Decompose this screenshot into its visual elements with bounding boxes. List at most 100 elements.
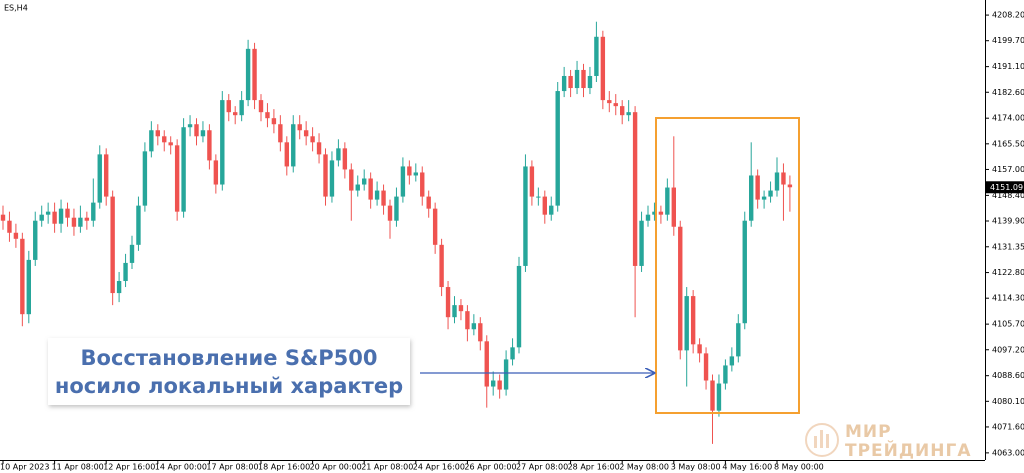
x-tick-label: 12 Apr 16:00 (103, 463, 155, 472)
y-tick-label: 4080.10 (992, 397, 1024, 406)
candle-body (742, 220, 747, 324)
candle-body (7, 220, 12, 233)
candle-body (20, 238, 25, 315)
candle-body (155, 130, 160, 137)
candle-body (452, 305, 457, 318)
candle-body (626, 112, 631, 116)
candle-body (368, 178, 373, 200)
candle-body (97, 154, 102, 203)
annotation-box (48, 338, 410, 405)
y-tick-label: 4097.20 (992, 345, 1024, 354)
candle-body (703, 353, 709, 381)
candle-body (574, 69, 580, 89)
candle-body (291, 124, 296, 167)
candle-body (400, 166, 406, 197)
candle-body (432, 208, 438, 245)
candle-body (226, 100, 231, 113)
x-tick-label: 24 Apr 16:00 (413, 463, 465, 472)
candle-body (181, 127, 186, 212)
candle-body (503, 359, 509, 390)
candle-body (329, 160, 335, 197)
candle-body (271, 118, 277, 125)
y-tick-label: 4063.00 (992, 448, 1024, 457)
candle-body (136, 205, 141, 245)
candle-body (207, 130, 212, 161)
candle-body (168, 142, 173, 146)
candle-body (355, 184, 360, 191)
price-tag (986, 181, 1024, 194)
candle-body (523, 166, 528, 266)
candle-body (420, 172, 425, 197)
candle-body (149, 130, 154, 152)
candle-body (555, 91, 560, 206)
candle-body (478, 323, 483, 342)
candle-body (142, 151, 148, 206)
y-tick-label: 4122.80 (992, 268, 1024, 277)
candle-body (632, 112, 638, 266)
symbol-label: ES,H4 (4, 4, 28, 13)
x-tick-label: 26 Apr 00:00 (464, 463, 516, 472)
candle-body (749, 175, 754, 221)
x-tick-label: 10 Apr 2023 (0, 463, 49, 472)
candle-body (84, 217, 90, 221)
y-tick-label: 4071.60 (992, 422, 1024, 431)
candle-body (316, 142, 322, 155)
candle-body (58, 208, 64, 224)
candle-body (497, 380, 502, 390)
candle-body (394, 196, 399, 221)
candle-body (607, 100, 612, 104)
candle-body (458, 305, 464, 312)
candle-body (213, 160, 219, 185)
candle-body (381, 190, 386, 206)
y-tick-label: 4165.50 (992, 139, 1024, 148)
candle-body (465, 311, 470, 330)
candle-body (639, 220, 644, 266)
candle-body (645, 214, 651, 221)
candle-body (323, 154, 328, 197)
x-tick-label: 14 Apr 00:00 (155, 463, 207, 472)
candle-body (690, 296, 696, 345)
candle-body (45, 211, 51, 215)
candle-body (658, 211, 664, 215)
candle-body (26, 259, 31, 315)
y-tick-label: 4088.60 (992, 371, 1024, 380)
y-tick-label: 4199.70 (992, 36, 1024, 45)
y-tick-label: 4191.10 (992, 62, 1024, 71)
candle-body (710, 380, 715, 411)
candle-body (104, 154, 109, 197)
annotation-line: носило локальный характер (55, 374, 403, 398)
candle-body (174, 145, 180, 212)
candle-body (91, 202, 96, 221)
candle-body (220, 100, 225, 185)
watermark-logo (805, 423, 839, 457)
candle-body (768, 190, 773, 197)
y-tick-label: 4157.00 (992, 165, 1024, 174)
candle-body (594, 36, 599, 76)
candle-body (697, 344, 702, 354)
x-tick-label: 4 May 16:00 (722, 463, 772, 472)
candle-body (194, 124, 199, 137)
candle-body (613, 103, 618, 107)
watermark-text: МИР (845, 422, 892, 442)
y-tick-label: 4131.35 (992, 242, 1024, 251)
candle-body (761, 196, 767, 200)
y-tick-label: 4182.60 (992, 88, 1024, 97)
candle-body (342, 148, 348, 170)
candle-body (245, 48, 251, 101)
annotation-line: Восстановление S&P500 (81, 346, 378, 370)
candle-body (252, 48, 257, 101)
candle-body (200, 130, 206, 137)
candle-body (116, 281, 122, 294)
candle-body (561, 75, 567, 92)
candle-body (407, 166, 412, 176)
candle-body (491, 380, 496, 387)
candle-body (510, 347, 515, 360)
candle-body (278, 124, 283, 143)
candle-body (110, 196, 115, 294)
price-tag-label: 4151.09 (990, 183, 1023, 192)
candle-body (620, 106, 625, 116)
candle-body (413, 172, 418, 176)
x-tick-label: 27 Apr 08:00 (516, 463, 568, 472)
candle-body (471, 323, 477, 330)
watermark-text: ТРЕЙДИНГА (845, 439, 971, 461)
